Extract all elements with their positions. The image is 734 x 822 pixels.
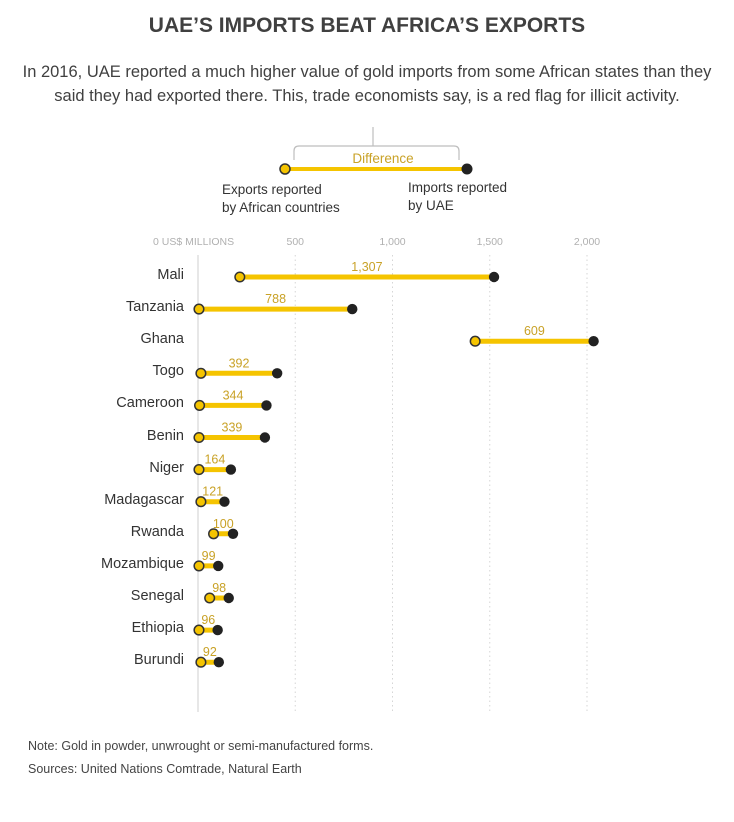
exports-dot [193, 431, 205, 444]
exports-dot [208, 528, 220, 540]
legend-imports-label: Imports reported by UAE [408, 180, 508, 213]
exports-dot [204, 592, 216, 604]
chart-subtitle: In 2016, UAE reported a much higher valu… [22, 63, 712, 105]
difference-value-label: 100 [213, 517, 234, 531]
imports-dot [227, 528, 239, 539]
category-label: Burundi [134, 652, 184, 669]
difference-value-label: 788 [265, 292, 286, 306]
difference-value-label: 344 [223, 388, 244, 402]
exports-dot [195, 496, 207, 508]
legend-exports-label: Exports reported by African countries [222, 182, 340, 215]
difference-value-label: 339 [222, 421, 243, 435]
exports-dot [193, 303, 205, 315]
difference-value-label: 121 [202, 485, 223, 499]
imports-dot [219, 496, 230, 507]
imports-dot [588, 336, 599, 347]
x-tick-label: 2,000 [574, 236, 600, 248]
exports-dot [195, 367, 207, 379]
exports-dot [194, 399, 206, 411]
difference-value-label: 1,307 [351, 260, 382, 274]
imports-dot [259, 432, 271, 443]
difference-value-label: 98 [212, 581, 226, 595]
x-tick-label: 500 [286, 236, 304, 248]
imports-dot [271, 368, 283, 379]
footer-note: Note: Gold in powder, unwrought or semi-… [28, 739, 374, 753]
category-label: Niger [149, 459, 184, 476]
category-label: Ghana [140, 331, 184, 348]
exports-dot [234, 271, 246, 283]
category-label: Mozambique [100, 555, 184, 572]
category-label: Madagascar [104, 491, 184, 508]
imports-dot [347, 303, 358, 315]
imports-dot [212, 624, 223, 636]
legend-imports-dot [461, 163, 473, 175]
difference-value-label: 392 [229, 356, 250, 370]
difference-value-label: 99 [202, 549, 216, 563]
legend-exports-dot [279, 163, 291, 175]
axis-unit-label: 0 US$ MILLIONS [153, 236, 235, 248]
imports-dot [223, 592, 234, 604]
x-tick-label: 1,500 [477, 236, 503, 248]
imports-dot [213, 657, 225, 668]
category-label: Rwanda [130, 523, 184, 540]
exports-dot [193, 624, 205, 636]
legend-difference-label: Difference [352, 151, 413, 166]
category-label: Mali [157, 267, 184, 283]
category-label: Tanzania [125, 299, 184, 316]
imports-dot [488, 271, 500, 283]
exports-dot [193, 560, 205, 572]
category-label: Senegal [130, 588, 184, 604]
difference-value-label: 164 [204, 453, 225, 467]
difference-value-label: 96 [201, 613, 215, 627]
chart-title: UAE’S IMPORTS BEAT AFRICA’S EXPORTS [148, 14, 586, 37]
imports-dot [225, 464, 237, 475]
exports-dot [195, 656, 207, 668]
footer-sources: Sources: United Nations Comtrade, Natura… [28, 762, 302, 776]
category-label: Togo [152, 363, 184, 380]
legend-bracket [293, 145, 460, 160]
imports-dot [213, 560, 224, 572]
x-tick-label: 1,000 [379, 236, 405, 248]
difference-value-label: 92 [203, 645, 217, 659]
category-label: Ethiopia [131, 620, 184, 637]
imports-dot [261, 400, 272, 411]
category-label: Cameroon [116, 395, 184, 412]
category-label: Benin [146, 427, 184, 444]
exports-dot [469, 335, 481, 347]
exports-dot [193, 464, 205, 476]
difference-value-label: 609 [524, 324, 545, 338]
